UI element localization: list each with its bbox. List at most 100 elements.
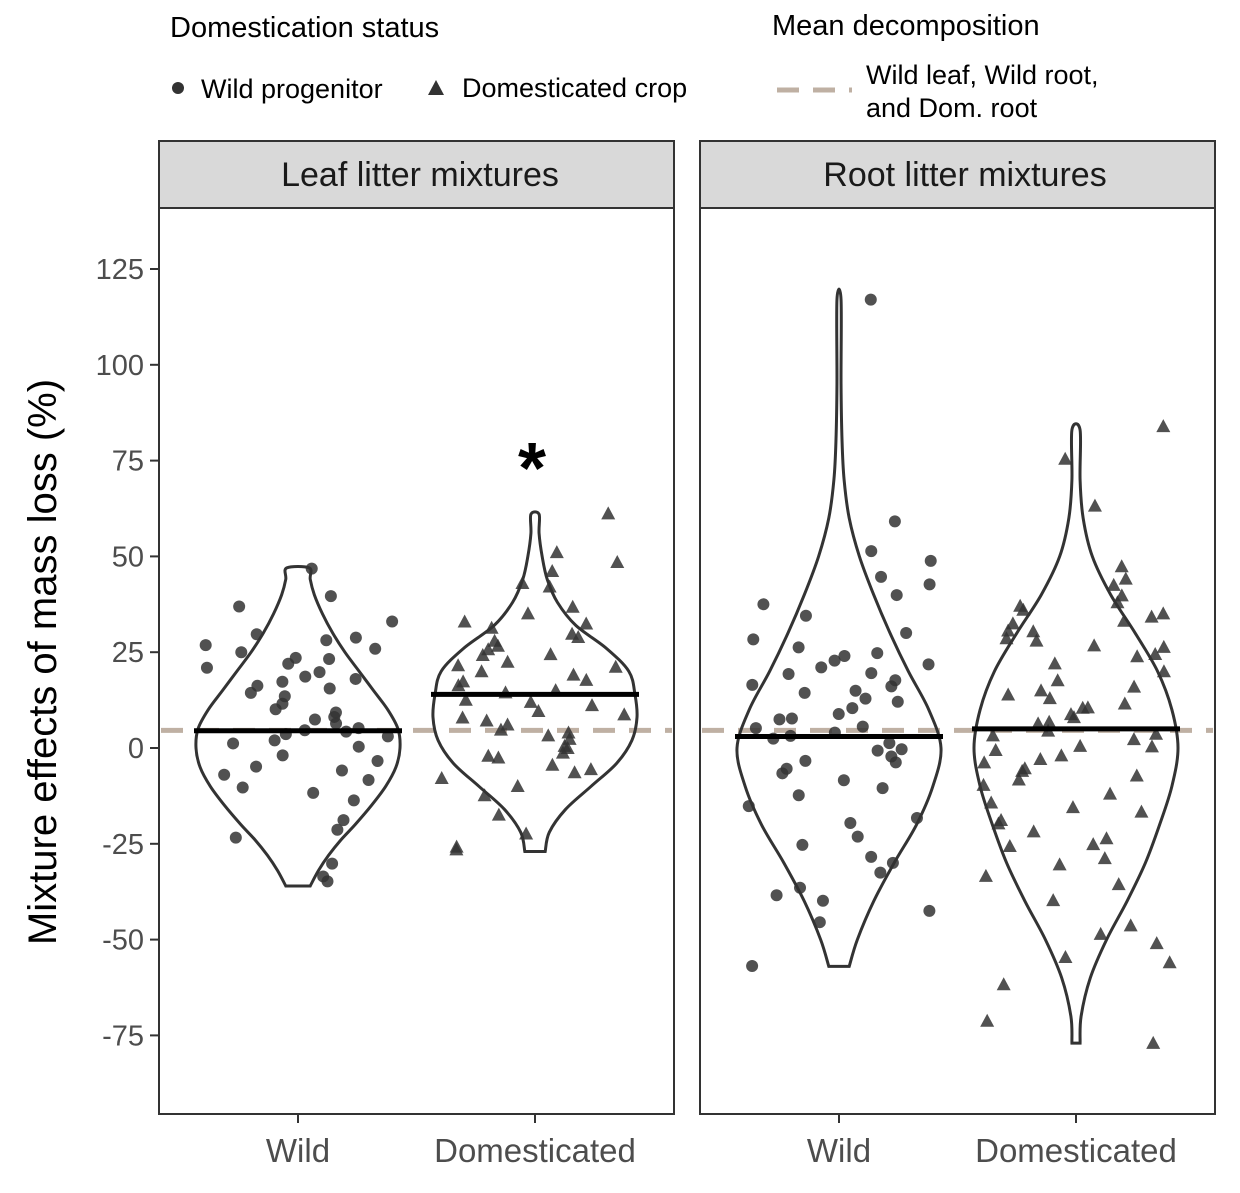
legend-shape-title: Domestication status bbox=[170, 12, 439, 44]
legend-wild-label: Wild progenitor bbox=[201, 74, 383, 104]
data-point-wild bbox=[875, 570, 888, 583]
data-point-wild bbox=[199, 639, 212, 652]
data-point-domesticated bbox=[1026, 624, 1041, 638]
data-point-domesticated bbox=[1117, 613, 1132, 627]
y-tick-label: -50 bbox=[102, 925, 144, 957]
panel-leaf bbox=[158, 207, 675, 1115]
data-point-domesticated bbox=[1005, 616, 1020, 630]
data-point-domesticated bbox=[1001, 623, 1016, 637]
data-point-domesticated bbox=[1148, 647, 1163, 661]
data-point-wild bbox=[865, 545, 878, 558]
data-point-wild bbox=[813, 916, 826, 929]
data-point-domesticated bbox=[1047, 656, 1062, 670]
data-point-domesticated bbox=[1156, 419, 1171, 433]
data-point-wild bbox=[308, 713, 321, 726]
data-point-wild bbox=[888, 515, 901, 528]
data-point-domesticated bbox=[542, 579, 557, 593]
data-point-domesticated bbox=[541, 728, 556, 742]
data-point-wild bbox=[799, 754, 812, 767]
data-point-domesticated bbox=[455, 710, 470, 724]
data-point-wild bbox=[352, 740, 365, 753]
data-point-wild bbox=[891, 695, 904, 708]
data-point-wild bbox=[347, 794, 360, 807]
data-point-domesticated bbox=[451, 658, 466, 672]
legend-shape: Domestication status Wild progenitor Dom… bbox=[170, 12, 687, 104]
data-point-wild bbox=[381, 730, 394, 743]
data-point-wild bbox=[864, 293, 877, 306]
data-point-wild bbox=[227, 737, 240, 750]
data-point-domesticated bbox=[1029, 633, 1044, 647]
x-tick-label-domesticated: Domesticated bbox=[434, 1132, 636, 1169]
data-point-domesticated bbox=[519, 826, 534, 840]
data-point-domesticated bbox=[1026, 824, 1041, 838]
data-point-domesticated bbox=[1110, 595, 1125, 609]
data-point-wild bbox=[320, 634, 333, 647]
data-point-wild bbox=[349, 672, 362, 685]
data-point-domesticated bbox=[484, 620, 499, 634]
data-point-domesticated bbox=[1034, 683, 1049, 697]
data-point-wild bbox=[890, 589, 903, 602]
data-point-domesticated bbox=[1011, 772, 1026, 786]
data-point-wild bbox=[299, 670, 312, 683]
data-point-domesticated bbox=[1058, 949, 1073, 963]
data-point-domesticated bbox=[984, 795, 999, 809]
data-point-wild bbox=[326, 857, 339, 870]
data-point-domesticated bbox=[520, 606, 535, 620]
data-point-wild bbox=[799, 609, 812, 622]
data-point-domesticated bbox=[1156, 606, 1171, 620]
data-point-domesticated bbox=[491, 807, 506, 821]
data-point-wild bbox=[331, 823, 344, 836]
y-tick-label: -25 bbox=[102, 829, 144, 861]
data-point-wild bbox=[924, 554, 937, 567]
violin-wild bbox=[194, 564, 402, 888]
data-point-domesticated bbox=[978, 868, 993, 882]
data-point-domesticated bbox=[1042, 691, 1057, 705]
data-point-domesticated bbox=[579, 672, 594, 686]
data-point-wild bbox=[236, 781, 249, 794]
data-point-wild bbox=[251, 679, 264, 692]
data-point-wild bbox=[749, 722, 762, 735]
legend-circle-icon bbox=[172, 82, 184, 94]
data-point-domesticated bbox=[579, 616, 594, 630]
data-point-domesticated bbox=[1162, 955, 1177, 969]
data-point-wild bbox=[337, 814, 350, 827]
data-point-domesticated bbox=[1013, 598, 1028, 612]
data-point-domesticated bbox=[1144, 739, 1159, 753]
panel-border-left bbox=[158, 207, 675, 1115]
data-point-domesticated bbox=[566, 667, 581, 681]
data-point-wild bbox=[865, 667, 878, 680]
data-point-wild bbox=[329, 706, 342, 719]
data-point-domesticated bbox=[996, 977, 1011, 991]
strip-left: Leaf litter mixtures bbox=[158, 140, 675, 209]
panel-border-right bbox=[699, 207, 1216, 1115]
data-point-wild bbox=[323, 653, 336, 666]
data-point-wild bbox=[815, 661, 828, 674]
data-point-domesticated bbox=[491, 750, 506, 764]
data-point-wild bbox=[268, 734, 281, 747]
data-point-domesticated bbox=[1103, 786, 1118, 800]
data-point-wild bbox=[362, 774, 375, 787]
y-tick-label: 50 bbox=[112, 541, 144, 573]
data-point-domesticated bbox=[449, 839, 464, 853]
data-point-domesticated bbox=[1093, 926, 1108, 940]
data-point-domesticated bbox=[1127, 679, 1142, 693]
y-axis-title: Mixture effects of mass loss (%) bbox=[21, 379, 65, 945]
data-point-wild bbox=[276, 749, 289, 762]
x-tick-label-wild: Wild bbox=[266, 1132, 330, 1169]
legend-line-title: Mean decomposition bbox=[772, 10, 1040, 42]
data-point-domesticated bbox=[1114, 588, 1129, 602]
y-tick-label: 25 bbox=[112, 637, 144, 669]
data-point-wild bbox=[859, 692, 872, 705]
data-point-domesticated bbox=[1130, 649, 1145, 663]
data-point-domesticated bbox=[1106, 577, 1121, 591]
data-point-domesticated bbox=[1063, 707, 1078, 721]
data-point-domesticated bbox=[985, 728, 1000, 742]
legend-line-label-2: and Dom. root bbox=[866, 93, 1038, 123]
data-point-domesticated bbox=[481, 642, 496, 656]
data-point-domesticated bbox=[500, 717, 515, 731]
data-point-wild bbox=[796, 838, 809, 851]
data-point-wild bbox=[885, 750, 898, 763]
data-point-wild bbox=[922, 658, 935, 671]
data-point-wild bbox=[851, 830, 864, 843]
data-point-domesticated bbox=[1144, 609, 1159, 623]
